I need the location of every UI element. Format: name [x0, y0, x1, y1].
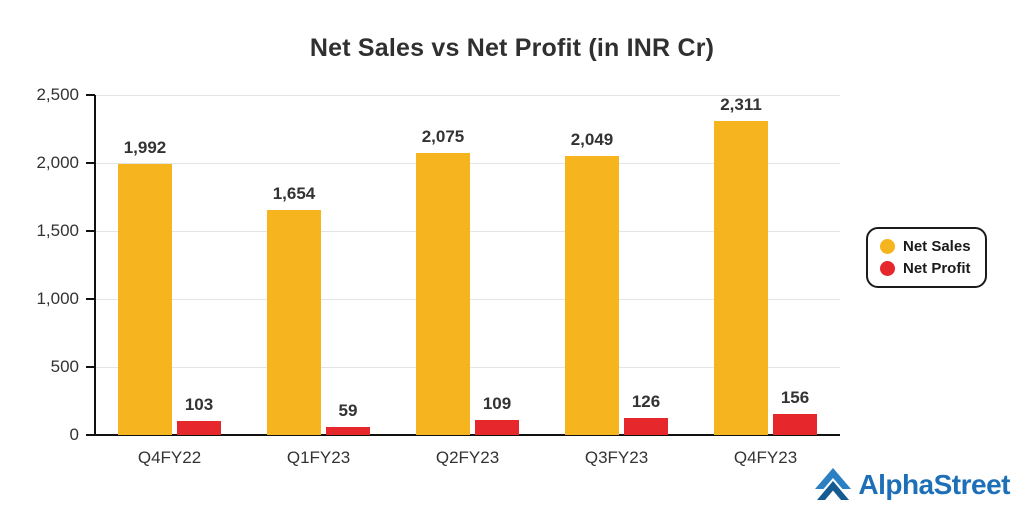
- alphastreet-wordmark: AlphaStreet: [858, 469, 1010, 500]
- x-axis-label: Q4FY22: [137, 448, 202, 467]
- bar-net-profit: [773, 413, 817, 435]
- legend-marker-net-profit: [880, 261, 895, 276]
- y-tick: [86, 94, 95, 96]
- value-label: 2,075: [421, 126, 465, 146]
- bar-net-sales: [714, 120, 768, 435]
- y-tick: [86, 162, 95, 164]
- gridline: [95, 94, 840, 96]
- alphastreet-logo: AlphaStreet: [815, 468, 1010, 502]
- value-label: 156: [780, 387, 810, 407]
- y-axis-label: 2,500: [36, 85, 79, 104]
- value-label: 59: [338, 400, 358, 420]
- value-label: 2,049: [570, 130, 614, 150]
- bar-net-sales: [267, 210, 321, 435]
- value-label: 1,654: [272, 184, 316, 204]
- legend-marker-net-sales: [880, 239, 895, 254]
- y-axis-label: 0: [69, 425, 79, 444]
- value-label: 1,992: [123, 138, 167, 158]
- bar-net-sales: [416, 152, 470, 435]
- x-axis-label: Q2FY23: [435, 448, 500, 467]
- bar-net-profit: [326, 426, 370, 435]
- value-label: 103: [184, 394, 214, 414]
- legend-label-net-profit: Net Profit: [903, 260, 971, 277]
- y-axis-label: 1,000: [36, 289, 79, 308]
- legend-item-net-profit: Net Profit: [880, 260, 971, 277]
- y-axis-label: 2,000: [36, 153, 79, 172]
- bar-net-sales: [118, 164, 172, 435]
- x-axis-label: Q4FY23: [733, 448, 798, 467]
- legend: Net Sales Net Profit: [866, 227, 987, 288]
- value-label: 2,311: [720, 94, 762, 114]
- chart-title: Net Sales vs Net Profit (in INR Cr): [309, 34, 715, 62]
- alphastreet-icon: [815, 468, 852, 500]
- value-label: 126: [631, 391, 661, 411]
- value-label: 109: [482, 394, 512, 414]
- y-tick: [86, 434, 95, 436]
- y-axis: [94, 95, 96, 435]
- bar-net-profit: [475, 420, 519, 435]
- bar-net-profit: [624, 417, 668, 435]
- y-tick: [86, 366, 95, 368]
- legend-item-net-sales: Net Sales: [880, 238, 971, 255]
- x-axis-label: Q3FY23: [584, 448, 649, 467]
- y-axis-label: 1,500: [36, 221, 79, 240]
- y-axis-label: 500: [50, 357, 79, 376]
- x-axis: [94, 434, 840, 436]
- x-axis-label: Q1FY23: [286, 448, 351, 467]
- y-tick: [86, 298, 95, 300]
- legend-label-net-sales: Net Sales: [903, 238, 971, 255]
- y-tick: [86, 230, 95, 232]
- bar-net-profit: [177, 420, 221, 435]
- bar-net-sales: [565, 156, 619, 435]
